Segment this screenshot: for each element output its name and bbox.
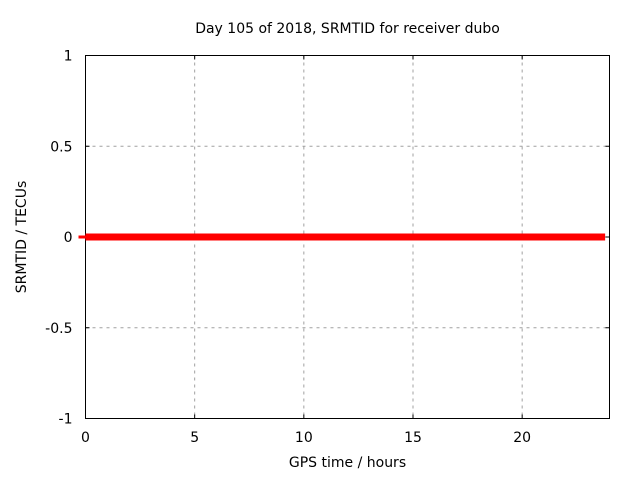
chart-title: Day 105 of 2018, SRMTID for receiver dub… <box>195 21 500 37</box>
x-tick-label: 5 <box>190 430 199 446</box>
y-tick-label: 1 <box>64 49 73 65</box>
tick-labels: 0 5 10 15 20 -1 -0.5 0 0.5 1 <box>45 49 531 447</box>
x-tick-label: 10 <box>295 430 313 446</box>
x-axis-label: GPS time / hours <box>289 455 406 471</box>
x-tick-label: 20 <box>513 430 531 446</box>
y-tick-label: -1 <box>59 412 73 428</box>
y-axis-label: SRMTID / TECUs <box>14 181 30 294</box>
x-tick-label: 0 <box>81 430 90 446</box>
y-tick-label: 0 <box>64 230 73 246</box>
y-tick-label: 0.5 <box>50 139 72 155</box>
x-tick-label: 15 <box>404 430 422 446</box>
y-tick-label: -0.5 <box>45 321 72 337</box>
